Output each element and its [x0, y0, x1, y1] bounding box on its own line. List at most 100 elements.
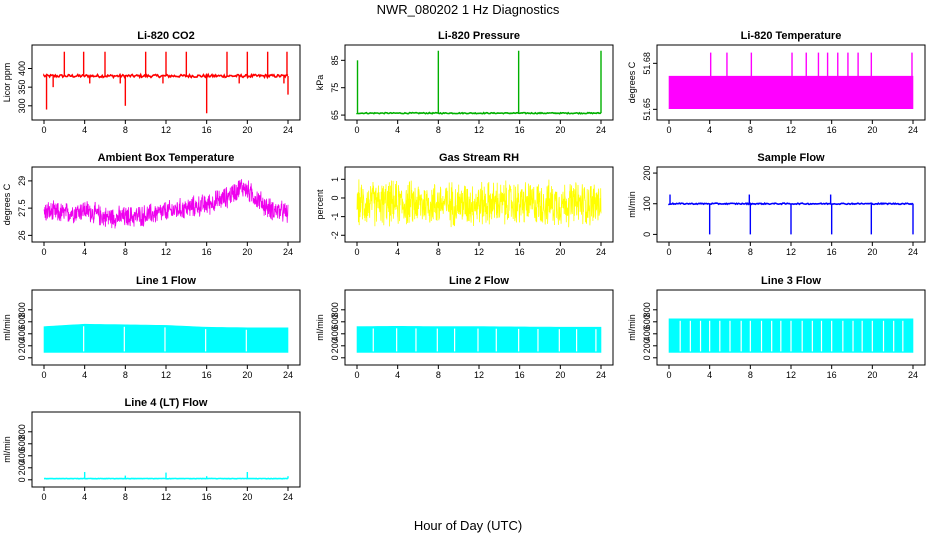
- panel-title: Line 1 Flow: [136, 275, 196, 287]
- chart-panel: Li-820 CO2 0 4 8 12 16 20 24 300 350 400 Licor ppm: [2, 30, 301, 135]
- y-tick-label: 200: [642, 166, 652, 181]
- x-tick-label: 8: [748, 125, 753, 135]
- panel-title: Li-820 Temperature: [741, 30, 842, 42]
- y-tick-label: 800: [17, 302, 27, 317]
- x-tick-label: 16: [515, 370, 525, 380]
- x-tick-label: 20: [242, 125, 252, 135]
- series-data: [356, 179, 602, 228]
- figure-title: NWR_080202 1 Hz Diagnostics: [376, 2, 560, 17]
- y-tick-label: 0: [330, 355, 340, 360]
- x-tick-label: 24: [596, 370, 606, 380]
- y-axis-label: ml/min: [315, 314, 325, 341]
- y-tick-label: 0: [17, 355, 27, 360]
- panel-title: Ambient Box Temperature: [98, 152, 235, 164]
- x-tick-label: 20: [242, 370, 252, 380]
- x-tick-label: 24: [283, 247, 293, 257]
- x-tick-label: 4: [82, 247, 87, 257]
- y-tick-label: 600: [330, 314, 340, 329]
- y-tick-label: 400: [17, 326, 27, 341]
- y-tick-label: 85: [330, 55, 340, 65]
- x-tick-label: 24: [908, 370, 918, 380]
- y-tick-label: 27.5: [17, 199, 27, 217]
- series-noise: [356, 179, 602, 228]
- y-tick-label: 1: [330, 177, 340, 182]
- x-tick-label: 8: [123, 492, 128, 502]
- x-tick-label: 12: [786, 370, 796, 380]
- y-tick-label: 51.65: [642, 98, 652, 121]
- y-axis-label: Licor ppm: [2, 63, 12, 103]
- x-tick-label: 8: [748, 247, 753, 257]
- x-tick-label: 12: [474, 125, 484, 135]
- x-tick-label: 20: [242, 492, 252, 502]
- y-tick-label: 0: [17, 477, 27, 482]
- panel-title: Li-820 CO2: [137, 30, 194, 42]
- y-tick-label: 400: [17, 61, 27, 76]
- series-data: [44, 472, 289, 480]
- series-band: [43, 323, 289, 353]
- x-tick-label: 4: [82, 492, 87, 502]
- x-tick-label: 0: [666, 125, 671, 135]
- y-tick-label: 0: [330, 195, 340, 200]
- x-tick-label: 4: [707, 247, 712, 257]
- chart-panel: Sample Flow 0 4 8 12 16 20 24 0 100 200 ml/min: [627, 152, 926, 257]
- series-data: [668, 318, 914, 353]
- x-tick-label: 12: [474, 247, 484, 257]
- y-tick-label: 29: [17, 176, 27, 186]
- chart-panel: Li-820 Pressure 0 4 8 12 16 20 24 65 75 85 kPa: [315, 30, 614, 135]
- x-tick-label: 4: [82, 370, 87, 380]
- y-tick-label: 75: [330, 83, 340, 93]
- series-data: [356, 326, 602, 353]
- x-tick-label: 8: [436, 125, 441, 135]
- x-tick-label: 16: [515, 125, 525, 135]
- plot-frame: [344, 44, 614, 121]
- series-data: [43, 323, 289, 353]
- y-axis-label: percent: [315, 189, 325, 220]
- panel-title: Line 3 Flow: [761, 275, 821, 287]
- x-tick-label: 8: [748, 370, 753, 380]
- x-tick-label: 20: [555, 125, 565, 135]
- panel-title: Li-820 Pressure: [438, 30, 520, 42]
- y-tick-label: 51.68: [642, 52, 652, 75]
- x-tick-label: 4: [395, 370, 400, 380]
- x-tick-label: 24: [596, 125, 606, 135]
- y-tick-label: 200: [17, 460, 27, 475]
- panel-title: Line 4 (LT) Flow: [125, 397, 208, 409]
- x-tick-label: 16: [827, 125, 837, 135]
- chart-panel: Gas Stream RH 0 4 8 12 16 20 24 -2 -1 0 1 percent: [315, 152, 614, 257]
- x-tick-label: 4: [82, 125, 87, 135]
- y-tick-label: 200: [642, 338, 652, 353]
- chart-panel: Ambient Box Temperature 0 4 8 12 16 20 24 26 27.5…: [2, 152, 301, 257]
- y-tick-label: 400: [330, 326, 340, 341]
- y-axis-label: ml/min: [2, 436, 12, 463]
- y-tick-label: 800: [330, 302, 340, 317]
- x-tick-label: 16: [202, 125, 212, 135]
- x-tick-label: 16: [827, 247, 837, 257]
- x-tick-label: 20: [867, 370, 877, 380]
- x-tick-label: 0: [354, 370, 359, 380]
- x-tick-label: 12: [161, 370, 171, 380]
- x-tick-label: 12: [786, 125, 796, 135]
- x-tick-label: 0: [666, 247, 671, 257]
- x-axis-caption: Hour of Day (UTC): [413, 518, 523, 533]
- x-tick-label: 0: [41, 370, 46, 380]
- x-tick-label: 20: [867, 125, 877, 135]
- x-tick-label: 12: [161, 247, 171, 257]
- x-tick-label: 16: [202, 247, 212, 257]
- x-tick-label: 8: [123, 125, 128, 135]
- x-tick-label: 20: [867, 247, 877, 257]
- y-axis-label: kPa: [315, 75, 325, 91]
- y-axis-label: ml/min: [627, 191, 637, 218]
- x-tick-label: 16: [202, 370, 212, 380]
- x-tick-label: 0: [41, 492, 46, 502]
- y-tick-label: 300: [17, 98, 27, 113]
- x-tick-label: 20: [555, 370, 565, 380]
- series-data: [43, 51, 289, 114]
- panel-title: Gas Stream RH: [439, 152, 519, 164]
- x-tick-label: 12: [786, 247, 796, 257]
- chart-panel: Line 4 (LT) Flow 0 4 8 12 16 20 24 0 200400600800…: [2, 397, 301, 502]
- y-tick-label: 0: [642, 232, 652, 237]
- x-tick-label: 4: [707, 370, 712, 380]
- x-tick-label: 0: [666, 370, 671, 380]
